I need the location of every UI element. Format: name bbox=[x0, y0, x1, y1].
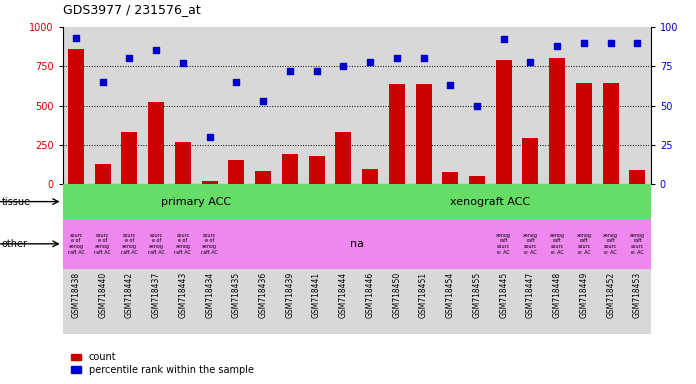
Bar bbox=[255, 171, 271, 184]
Bar bbox=[121, 132, 138, 184]
Text: GSM718436: GSM718436 bbox=[259, 272, 268, 318]
Text: GSM718445: GSM718445 bbox=[499, 272, 508, 318]
Point bbox=[445, 82, 456, 88]
Bar bbox=[282, 154, 298, 184]
Bar bbox=[308, 156, 324, 184]
Text: sourc
e of
xenog
raft AC: sourc e of xenog raft AC bbox=[68, 233, 84, 255]
Text: other: other bbox=[1, 239, 27, 249]
Point bbox=[258, 98, 269, 104]
Bar bbox=[63, 184, 330, 219]
Text: xenog
raft
sourc
e: AC: xenog raft sourc e: AC bbox=[523, 233, 538, 255]
Point bbox=[231, 79, 242, 85]
Point bbox=[70, 35, 81, 41]
Bar bbox=[95, 164, 111, 184]
Text: sourc
e of
xenog
raft AC: sourc e of xenog raft AC bbox=[148, 233, 165, 255]
Bar bbox=[175, 142, 191, 184]
Bar bbox=[603, 83, 619, 184]
Bar bbox=[416, 84, 432, 184]
Text: GSM718452: GSM718452 bbox=[606, 272, 615, 318]
Bar bbox=[523, 138, 539, 184]
Bar bbox=[576, 83, 592, 184]
Bar bbox=[202, 181, 218, 184]
Text: na: na bbox=[349, 239, 364, 249]
Bar bbox=[389, 84, 405, 184]
Bar bbox=[228, 160, 244, 184]
Bar bbox=[335, 132, 351, 184]
Bar bbox=[496, 60, 512, 184]
Point bbox=[471, 103, 482, 109]
Text: sourc
e of
xenog
raft AC: sourc e of xenog raft AC bbox=[94, 233, 111, 255]
Text: GSM718441: GSM718441 bbox=[312, 272, 321, 318]
Point bbox=[311, 68, 322, 74]
Text: xenog
raft
sourc
e: AC: xenog raft sourc e: AC bbox=[496, 233, 512, 255]
Point bbox=[525, 58, 536, 65]
Text: GSM718435: GSM718435 bbox=[232, 272, 241, 318]
Text: GSM718451: GSM718451 bbox=[419, 272, 428, 318]
Bar bbox=[362, 169, 378, 184]
Point bbox=[552, 43, 563, 49]
Text: xenog
raft
sourc
e: AC: xenog raft sourc e: AC bbox=[576, 233, 592, 255]
Text: tissue: tissue bbox=[1, 197, 31, 207]
Point bbox=[632, 40, 643, 46]
Point bbox=[365, 58, 376, 65]
Point bbox=[338, 63, 349, 70]
Text: GSM718447: GSM718447 bbox=[526, 272, 535, 318]
Point bbox=[391, 55, 402, 61]
Point bbox=[418, 55, 429, 61]
Text: GSM718438: GSM718438 bbox=[72, 272, 81, 318]
Text: GSM718446: GSM718446 bbox=[365, 272, 374, 318]
Point bbox=[498, 36, 509, 43]
Text: GSM718442: GSM718442 bbox=[125, 272, 134, 318]
Text: GSM718450: GSM718450 bbox=[393, 272, 402, 318]
Text: GSM718455: GSM718455 bbox=[473, 272, 482, 318]
Point bbox=[97, 79, 109, 85]
Text: sourc
e of
xenog
raft AC: sourc e of xenog raft AC bbox=[121, 233, 138, 255]
Point bbox=[150, 47, 161, 53]
Text: GSM718439: GSM718439 bbox=[285, 272, 294, 318]
Point bbox=[124, 55, 135, 61]
Point bbox=[605, 40, 616, 46]
Point bbox=[177, 60, 189, 66]
Bar bbox=[68, 49, 84, 184]
Bar bbox=[148, 103, 164, 184]
Text: GSM718449: GSM718449 bbox=[580, 272, 588, 318]
Bar bbox=[629, 170, 645, 184]
Text: sourc
e of
xenog
raft AC: sourc e of xenog raft AC bbox=[175, 233, 191, 255]
Bar bbox=[549, 58, 565, 184]
Legend: count, percentile rank within the sample: count, percentile rank within the sample bbox=[68, 348, 258, 379]
Text: GSM718444: GSM718444 bbox=[339, 272, 348, 318]
Text: GSM718437: GSM718437 bbox=[152, 272, 161, 318]
Text: GSM718448: GSM718448 bbox=[553, 272, 562, 318]
Text: xenog
raft
sourc
e: AC: xenog raft sourc e: AC bbox=[603, 233, 618, 255]
Text: GSM718453: GSM718453 bbox=[633, 272, 642, 318]
Text: xenog
raft
sourc
e: AC: xenog raft sourc e: AC bbox=[630, 233, 645, 255]
Point bbox=[204, 134, 215, 140]
Text: GSM718434: GSM718434 bbox=[205, 272, 214, 318]
Text: GDS3977 / 231576_at: GDS3977 / 231576_at bbox=[63, 3, 200, 16]
Bar bbox=[330, 184, 651, 219]
Bar bbox=[442, 172, 458, 184]
Text: GSM718443: GSM718443 bbox=[178, 272, 187, 318]
Text: primary ACC: primary ACC bbox=[161, 197, 231, 207]
Text: sourc
e of
xenog
raft AC: sourc e of xenog raft AC bbox=[201, 233, 218, 255]
Text: GSM718454: GSM718454 bbox=[445, 272, 454, 318]
Text: xenograft ACC: xenograft ACC bbox=[450, 197, 530, 207]
Point bbox=[578, 40, 590, 46]
Point bbox=[284, 68, 295, 74]
Bar bbox=[469, 177, 485, 184]
Text: GSM718440: GSM718440 bbox=[98, 272, 107, 318]
Text: xenog
raft
sourc
e: AC: xenog raft sourc e: AC bbox=[550, 233, 564, 255]
